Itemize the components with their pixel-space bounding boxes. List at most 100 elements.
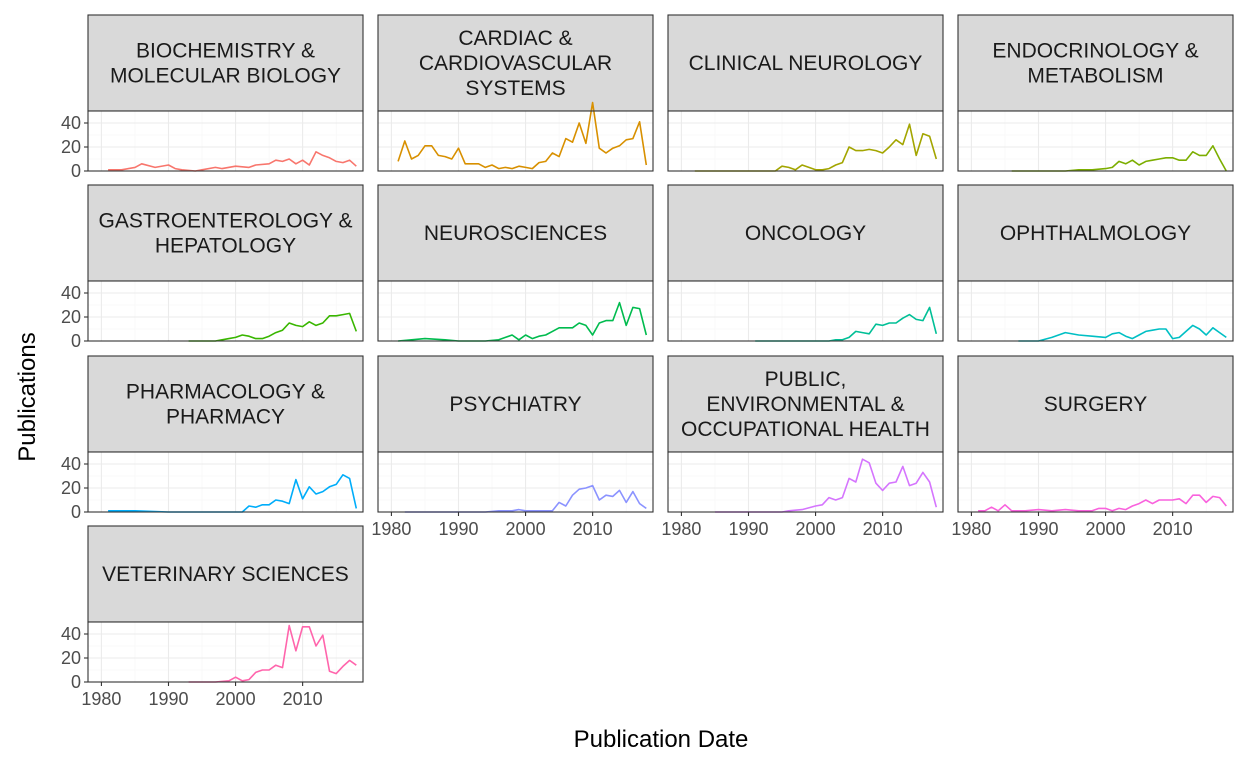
facet-panel: PUBLIC, ENVIRONMENTAL & OCCUPATIONAL HEALT… bbox=[667, 355, 944, 513]
panel-background bbox=[958, 111, 1233, 171]
panel-border bbox=[957, 451, 1234, 513]
facet-strip bbox=[667, 355, 944, 453]
y-tick-label: 0 bbox=[71, 161, 81, 181]
panel-background bbox=[88, 281, 363, 341]
x-tick-label: 1990 bbox=[438, 519, 478, 539]
y-tick-label: 0 bbox=[71, 331, 81, 351]
x-tick-label: 1980 bbox=[661, 519, 701, 539]
y-tick-label: 0 bbox=[71, 672, 81, 692]
x-tick-label: 1980 bbox=[951, 519, 991, 539]
panel-border bbox=[87, 621, 364, 683]
panel-background bbox=[88, 111, 363, 171]
series-line bbox=[1018, 324, 1227, 342]
panel-background bbox=[378, 452, 653, 512]
y-tick-label: 0 bbox=[71, 502, 81, 522]
facet-panels: BIOCHEMISTRY & MOLECULAR BIOLOGY CARDIAC &… bbox=[87, 14, 1234, 683]
x-tick-label: 1990 bbox=[148, 689, 188, 709]
panel-background bbox=[668, 281, 943, 341]
facet-panel: OPHTHALMOLOGY bbox=[957, 184, 1234, 342]
facet-strip bbox=[957, 355, 1234, 453]
panel-border bbox=[87, 110, 364, 172]
panel-border bbox=[87, 451, 364, 513]
facet-strip-label: PHARMACOLOGY & PHARMACY bbox=[126, 381, 325, 429]
facet-panel: CLINICAL NEUROLOGY bbox=[667, 14, 944, 172]
panel-border bbox=[377, 451, 654, 513]
series-line bbox=[694, 123, 938, 172]
facet-panel: NEUROSCIENCES bbox=[377, 184, 654, 342]
panel-border bbox=[377, 110, 654, 172]
facet-strip-label: ONCOLOGY bbox=[745, 222, 866, 245]
series-line bbox=[397, 101, 648, 170]
panel-background bbox=[958, 452, 1233, 512]
facet-panel: GASTROENTEROLOGY & HEPATOLOGY bbox=[87, 184, 364, 342]
facet-strip-label: NEUROSCIENCES bbox=[424, 222, 607, 245]
facet-strip-label: GASTROENTEROLOGY & HEPATOLOGY bbox=[99, 210, 353, 258]
series-line bbox=[404, 484, 647, 513]
panel-background bbox=[378, 281, 653, 341]
y-tick-label: 20 bbox=[61, 137, 81, 157]
panel-background bbox=[668, 452, 943, 512]
facet-strip bbox=[87, 184, 364, 282]
axes: 0 20 40 0 20 40 0 20 40 1980 1990 2000 2010 1980 1990 2… bbox=[61, 113, 1193, 709]
series-line bbox=[108, 151, 357, 172]
facet-strip-label: CLINICAL NEUROLOGY bbox=[689, 52, 923, 75]
facet-panel: BIOCHEMISTRY & MOLECULAR BIOLOGY bbox=[87, 14, 364, 172]
facet-strip bbox=[87, 14, 364, 112]
facet-strip-label: BIOCHEMISTRY & MOLECULAR BIOLOGY bbox=[110, 40, 341, 88]
y-tick-label: 40 bbox=[61, 624, 81, 644]
facet-strip bbox=[957, 184, 1234, 282]
x-tick-label: 2010 bbox=[863, 519, 903, 539]
facet-panel: CARDIAC & CARDIOVASCULAR SYSTEMS bbox=[377, 14, 654, 172]
x-tick-label: 2000 bbox=[506, 519, 546, 539]
x-tick-label: 2000 bbox=[216, 689, 256, 709]
panel-border bbox=[667, 110, 944, 172]
y-axis-title: Publications bbox=[14, 332, 41, 461]
panel-border bbox=[957, 110, 1234, 172]
facet-strip-label: CARDIAC & CARDIOVASCULAR SYSTEMS bbox=[419, 27, 612, 100]
facet-panel: SURGERY bbox=[957, 355, 1234, 513]
facet-strip bbox=[957, 14, 1234, 112]
facet-strip-label: PSYCHIATRY bbox=[449, 393, 581, 416]
series-line bbox=[715, 458, 938, 513]
x-axis-title: Publication Date bbox=[574, 726, 749, 753]
facet-panel: VETERINARY SCIENCES bbox=[87, 525, 364, 683]
x-tick-label: 1980 bbox=[81, 689, 121, 709]
series-line bbox=[188, 312, 358, 342]
panel-background bbox=[88, 622, 363, 682]
facet-strip bbox=[667, 184, 944, 282]
facet-panel: ENDOCRINOLOGY & METABOLISM bbox=[957, 14, 1234, 172]
x-tick-label: 1990 bbox=[1018, 519, 1058, 539]
facet-panel: PHARMACOLOGY & PHARMACY bbox=[87, 355, 364, 513]
panel-border bbox=[87, 280, 364, 342]
facet-strip-label: VETERINARY SCIENCES bbox=[102, 563, 349, 586]
facet-strip-label: OPHTHALMOLOGY bbox=[1000, 222, 1191, 245]
facet-strip bbox=[667, 14, 944, 112]
y-tick-label: 20 bbox=[61, 648, 81, 668]
y-tick-label: 20 bbox=[61, 307, 81, 327]
y-tick-label: 40 bbox=[61, 454, 81, 474]
facet-panel: PSYCHIATRY bbox=[377, 355, 654, 513]
facet-strip-label: ENDOCRINOLOGY & METABOLISM bbox=[992, 40, 1198, 88]
x-tick-label: 1990 bbox=[728, 519, 768, 539]
series-line bbox=[978, 494, 1227, 512]
x-tick-label: 2010 bbox=[1153, 519, 1193, 539]
panel-border bbox=[957, 280, 1234, 342]
panel-background bbox=[958, 281, 1233, 341]
y-tick-label: 40 bbox=[61, 113, 81, 133]
x-tick-label: 2000 bbox=[796, 519, 836, 539]
x-tick-label: 1980 bbox=[371, 519, 411, 539]
x-tick-label: 2010 bbox=[283, 689, 323, 709]
series-line bbox=[1011, 145, 1227, 172]
facet-strip-label: PUBLIC, ENVIRONMENTAL & OCCUPATIONAL HEALT… bbox=[681, 368, 930, 441]
x-tick-label: 2010 bbox=[573, 519, 613, 539]
facet-strip-label: SURGERY bbox=[1044, 393, 1147, 416]
facet-strip bbox=[377, 184, 654, 282]
panel-background bbox=[88, 452, 363, 512]
panel-border bbox=[667, 280, 944, 342]
panel-background bbox=[668, 111, 943, 171]
panel-background bbox=[378, 111, 653, 171]
y-tick-label: 20 bbox=[61, 478, 81, 498]
facet-panel: ONCOLOGY bbox=[667, 184, 944, 342]
y-tick-label: 40 bbox=[61, 283, 81, 303]
